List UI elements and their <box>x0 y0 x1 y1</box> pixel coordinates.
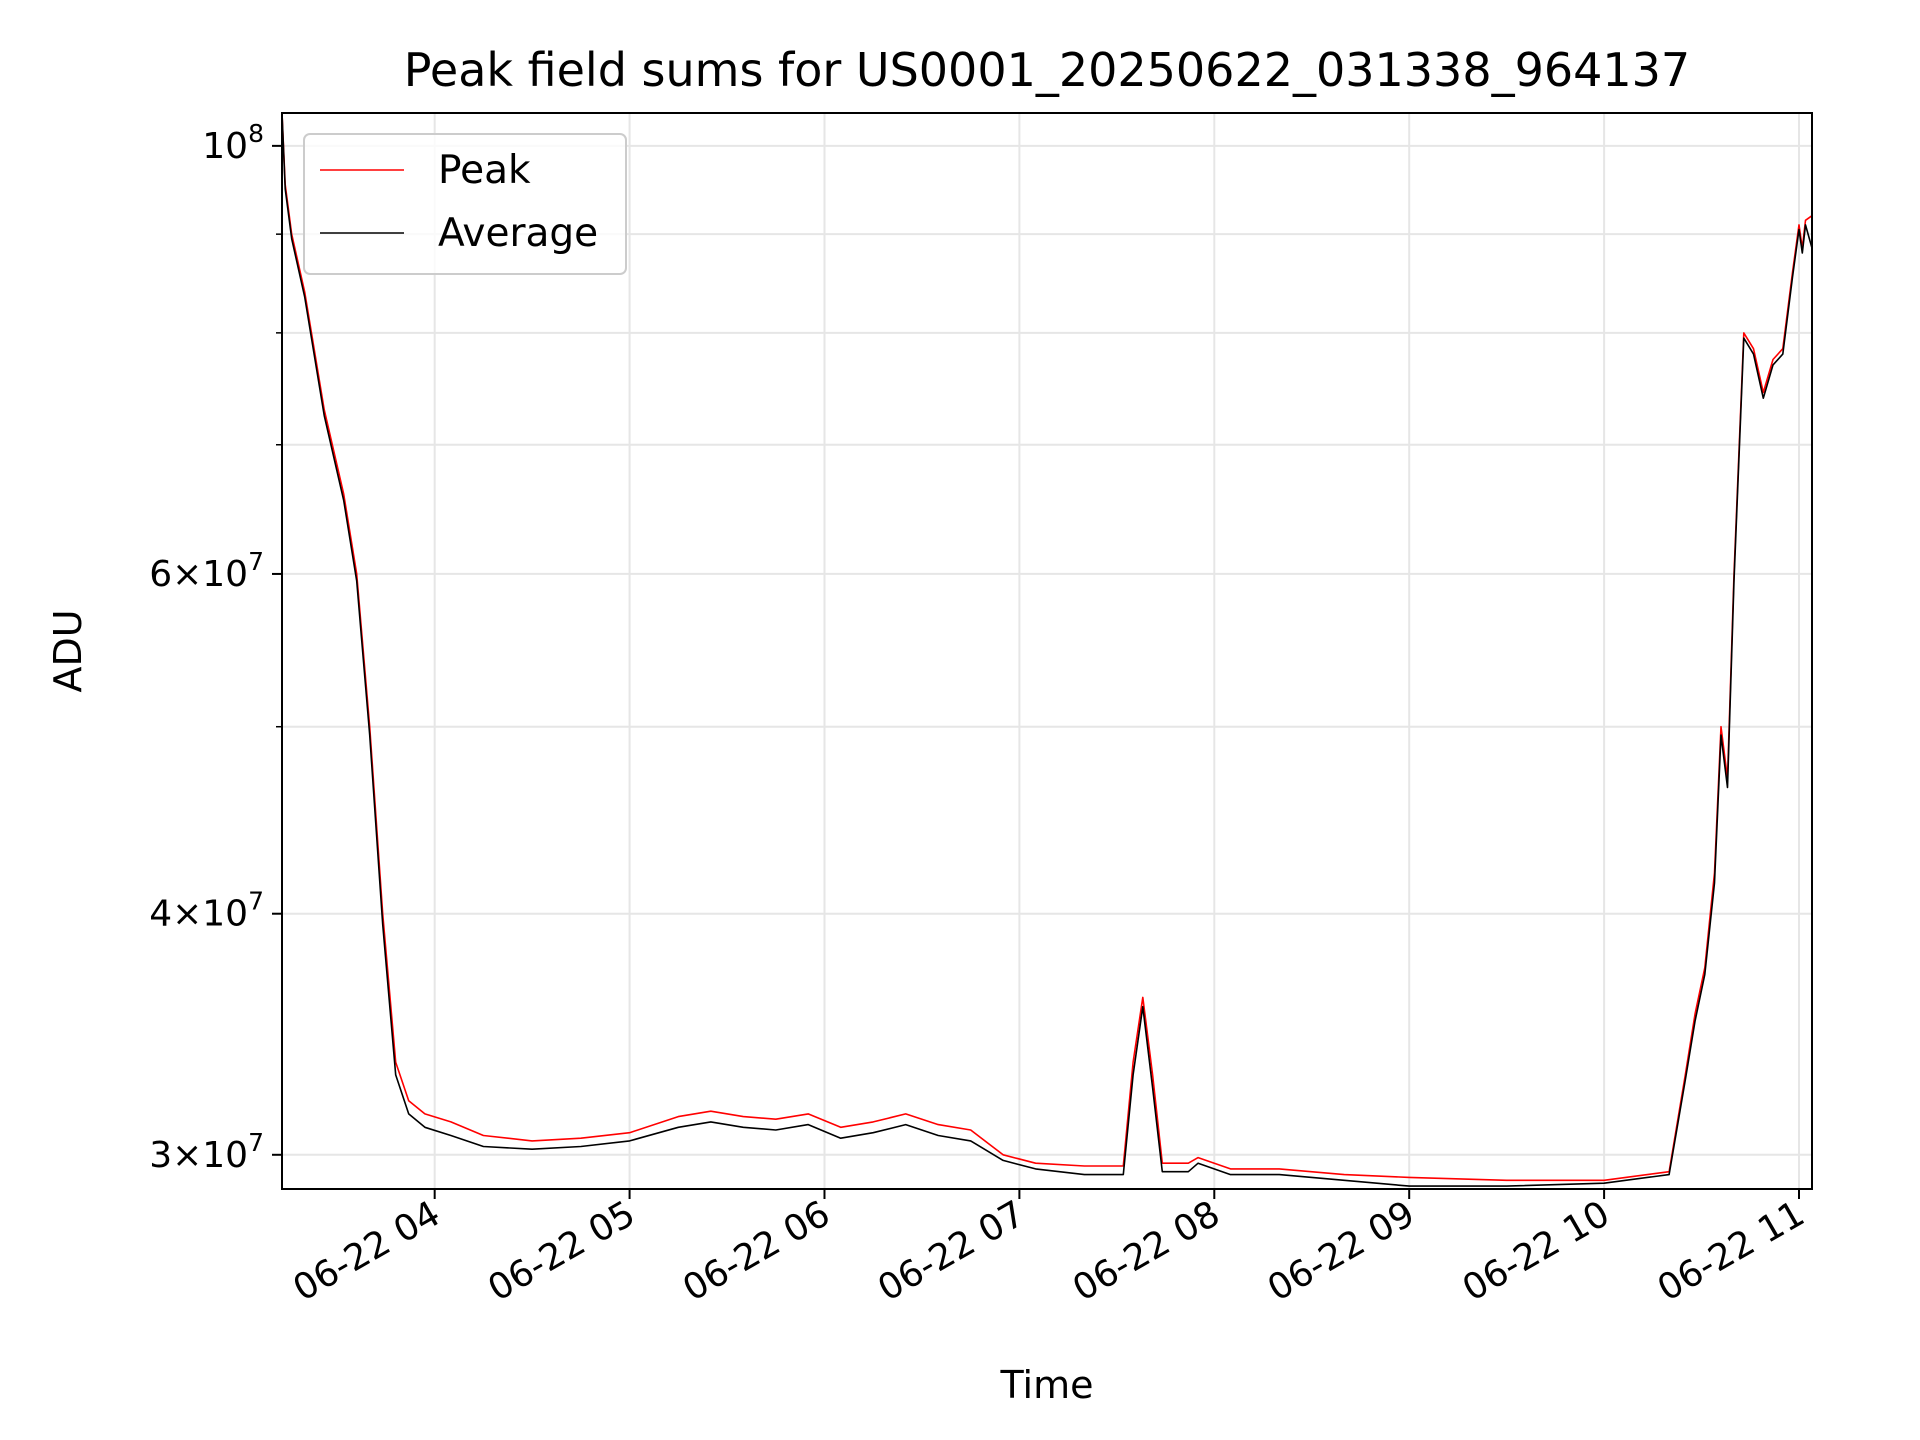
legend: Peak Average <box>303 133 627 275</box>
plot-area-frame <box>281 112 1813 1190</box>
series-line-average <box>281 112 1813 1187</box>
plot-lines <box>281 112 1813 1187</box>
legend-box <box>303 133 627 275</box>
grid <box>282 113 1812 1189</box>
y-tick-label: 4×107 <box>149 887 264 935</box>
legend-label-peak: Peak <box>438 148 531 193</box>
x-axis-label: Time <box>1000 1363 1094 1407</box>
legend-label-average: Average <box>438 211 598 256</box>
chart-title: Peak field sums for US0001_20250622_0313… <box>404 43 1690 97</box>
y-tick-label: 6×107 <box>149 547 264 595</box>
y-axis-label: ADU <box>46 609 90 692</box>
y-tick-label: 3×107 <box>149 1128 264 1176</box>
